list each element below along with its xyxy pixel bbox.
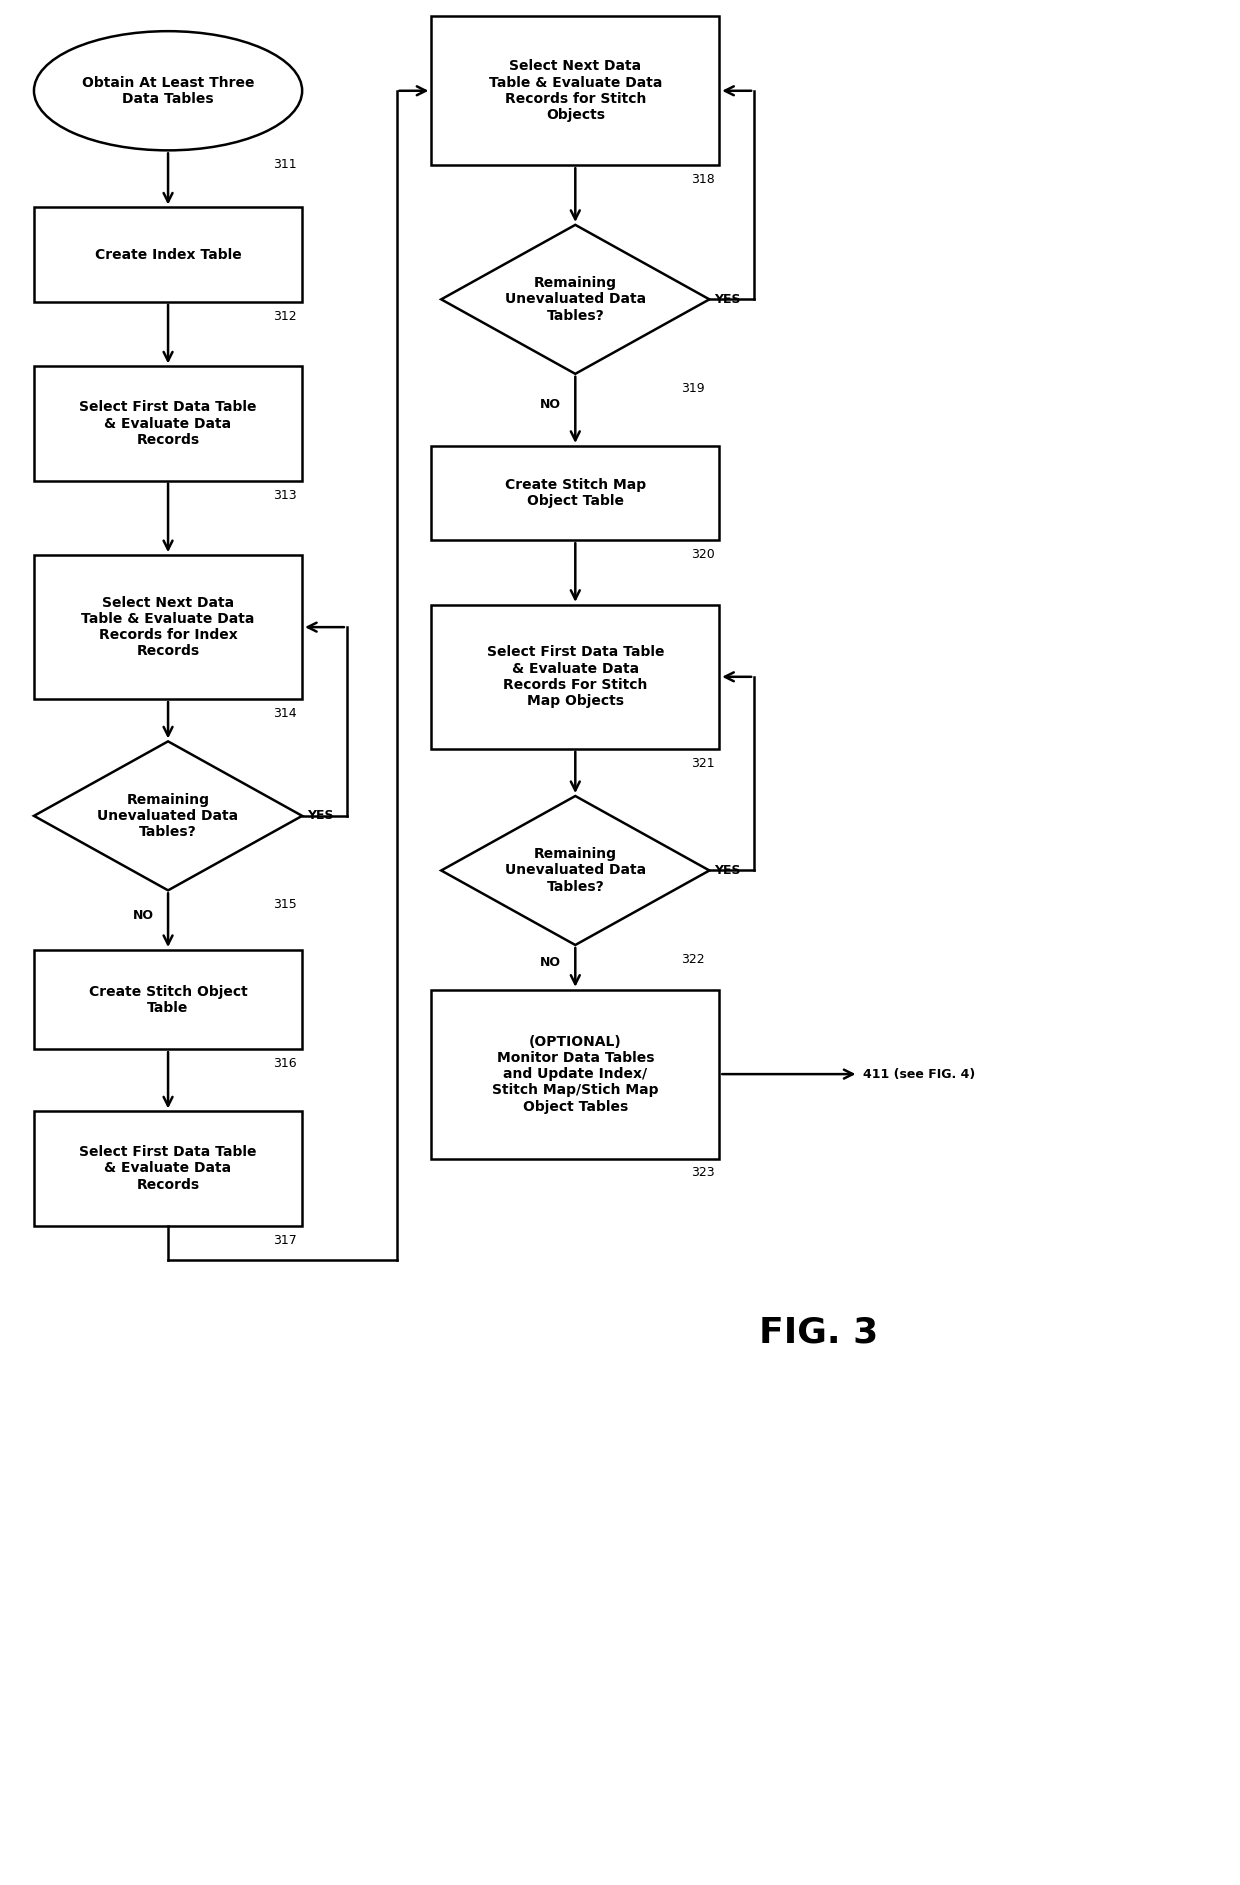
Text: 312: 312 <box>274 309 298 322</box>
FancyBboxPatch shape <box>432 447 719 541</box>
Text: Select First Data Table
& Evaluate Data
Records For Stitch
Map Objects: Select First Data Table & Evaluate Data … <box>486 645 665 709</box>
FancyBboxPatch shape <box>33 1112 303 1225</box>
FancyBboxPatch shape <box>33 366 303 481</box>
Text: (OPTIONAL)
Monitor Data Tables
and Update Index/
Stitch Map/Stich Map
Object Tab: (OPTIONAL) Monitor Data Tables and Updat… <box>492 1035 658 1114</box>
Text: 316: 316 <box>274 1057 298 1071</box>
Text: Select Next Data
Table & Evaluate Data
Records for Stitch
Objects: Select Next Data Table & Evaluate Data R… <box>489 60 662 123</box>
Text: Select Next Data
Table & Evaluate Data
Records for Index
Records: Select Next Data Table & Evaluate Data R… <box>82 596 254 658</box>
Text: YES: YES <box>714 863 740 877</box>
Text: Create Index Table: Create Index Table <box>94 247 242 262</box>
Text: Create Stitch Object
Table: Create Stitch Object Table <box>89 984 248 1014</box>
Text: 311: 311 <box>274 158 298 172</box>
Text: 411 (see FIG. 4): 411 (see FIG. 4) <box>863 1067 976 1080</box>
Text: Obtain At Least Three
Data Tables: Obtain At Least Three Data Tables <box>82 75 254 106</box>
Text: NO: NO <box>539 398 560 411</box>
Text: Remaining
Unevaluated Data
Tables?: Remaining Unevaluated Data Tables? <box>505 846 646 893</box>
Text: Remaining
Unevaluated Data
Tables?: Remaining Unevaluated Data Tables? <box>505 275 646 322</box>
Text: Select First Data Table
& Evaluate Data
Records: Select First Data Table & Evaluate Data … <box>79 400 257 447</box>
Text: 317: 317 <box>274 1233 298 1246</box>
Text: Remaining
Unevaluated Data
Tables?: Remaining Unevaluated Data Tables? <box>98 794 238 839</box>
Text: YES: YES <box>308 809 334 822</box>
Text: NO: NO <box>133 909 154 922</box>
FancyBboxPatch shape <box>432 605 719 748</box>
Text: 321: 321 <box>691 756 714 769</box>
Text: 314: 314 <box>274 707 298 720</box>
Text: 323: 323 <box>691 1167 714 1180</box>
Polygon shape <box>33 741 303 890</box>
Text: 313: 313 <box>274 488 298 501</box>
Ellipse shape <box>33 32 303 151</box>
Polygon shape <box>441 224 709 373</box>
Text: FIG. 3: FIG. 3 <box>759 1316 878 1350</box>
Text: Create Stitch Map
Object Table: Create Stitch Map Object Table <box>505 479 646 509</box>
FancyBboxPatch shape <box>33 554 303 699</box>
Text: YES: YES <box>714 292 740 305</box>
Text: NO: NO <box>539 956 560 969</box>
FancyBboxPatch shape <box>432 17 719 166</box>
Text: 322: 322 <box>681 954 704 965</box>
FancyBboxPatch shape <box>33 207 303 302</box>
Text: Select First Data Table
& Evaluate Data
Records: Select First Data Table & Evaluate Data … <box>79 1146 257 1191</box>
FancyBboxPatch shape <box>33 950 303 1050</box>
FancyBboxPatch shape <box>432 990 719 1159</box>
Polygon shape <box>441 795 709 944</box>
Text: 315: 315 <box>274 899 298 910</box>
Text: 320: 320 <box>691 549 714 562</box>
Text: 319: 319 <box>681 383 704 394</box>
Text: 318: 318 <box>691 173 714 187</box>
